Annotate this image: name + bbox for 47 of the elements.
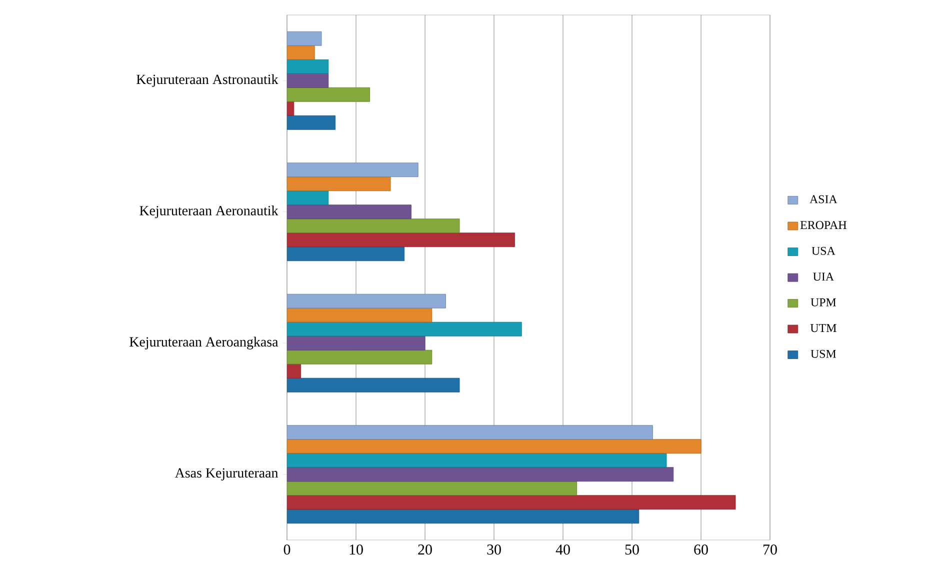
bar bbox=[287, 31, 322, 46]
y-tick-label: Asas Kejuruteraan bbox=[174, 468, 278, 480]
legend-label: EROPAH bbox=[800, 221, 846, 230]
bar bbox=[287, 246, 405, 262]
x-tick-label: 40 bbox=[556, 544, 570, 555]
bar bbox=[287, 364, 302, 378]
legend-label: UIA bbox=[813, 272, 834, 281]
bar bbox=[287, 439, 702, 454]
bar bbox=[287, 218, 460, 234]
bar bbox=[287, 59, 329, 74]
bar bbox=[287, 336, 426, 350]
bar bbox=[287, 467, 674, 482]
bar bbox=[287, 87, 370, 102]
bar bbox=[287, 162, 418, 178]
y-tick-label: Kejuruteraan Aeronautik bbox=[140, 206, 278, 218]
x-tick-label: 30 bbox=[487, 544, 501, 555]
bar bbox=[287, 509, 640, 524]
legend-label: USM bbox=[810, 350, 836, 358]
y-tick-label: Kejuruteraan Aeroangkasa bbox=[130, 336, 278, 350]
x-tick-label: 20 bbox=[418, 544, 432, 555]
bar bbox=[287, 378, 460, 392]
x-tick-label: 10 bbox=[350, 544, 363, 555]
bar bbox=[287, 294, 446, 308]
legend-label: UPM bbox=[810, 298, 836, 306]
bar bbox=[287, 350, 432, 364]
bar bbox=[287, 176, 391, 192]
y-tick-label: Kejuruteraan Astronautik bbox=[136, 74, 278, 87]
bar bbox=[287, 204, 412, 220]
bar bbox=[287, 322, 522, 336]
x-tick-label: 60 bbox=[694, 544, 708, 555]
bar bbox=[287, 453, 667, 468]
bar bbox=[287, 425, 653, 440]
bar bbox=[287, 232, 515, 248]
bar bbox=[287, 45, 315, 60]
legend-label: ASIA bbox=[810, 195, 838, 204]
x-tick-label: 50 bbox=[625, 544, 639, 555]
x-tick-label: 70 bbox=[764, 544, 777, 555]
x-tick-label: 0 bbox=[284, 544, 290, 555]
bar bbox=[287, 115, 336, 130]
legend-label: USA bbox=[812, 246, 836, 255]
bar bbox=[287, 495, 736, 510]
legend-label: UTM bbox=[810, 324, 836, 332]
bar bbox=[287, 481, 578, 496]
bar bbox=[287, 190, 329, 206]
bar bbox=[287, 308, 432, 322]
bar bbox=[287, 73, 329, 88]
bar bbox=[287, 101, 294, 116]
